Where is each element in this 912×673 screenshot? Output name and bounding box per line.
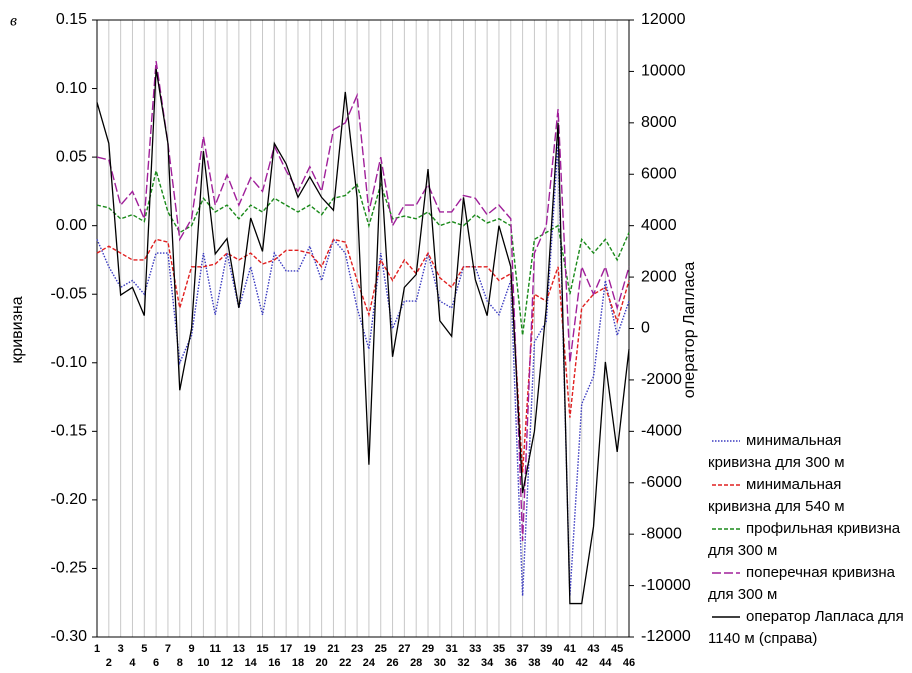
x-tick-label: 42 — [576, 657, 588, 669]
x-tick-label: 5 — [141, 643, 147, 655]
y2-tick-label: -10000 — [641, 577, 691, 594]
legend-entry: минимальная кривизна для 540 м — [708, 474, 908, 518]
y2-tick-label: -6000 — [641, 474, 682, 491]
x-tick-label: 46 — [623, 657, 635, 669]
x-tick-label: 28 — [410, 657, 422, 669]
x-tick-label: 39 — [540, 643, 552, 655]
x-tick-label: 30 — [434, 657, 446, 669]
legend-entry: минимальная кривизна для 300 м — [708, 430, 908, 474]
legend: минимальная кривизна для 300 м минимальна… — [708, 430, 908, 650]
x-tick-label: 1 — [94, 643, 100, 655]
y2-tick-label: 12000 — [641, 11, 686, 28]
y-axis-label: кривизна — [9, 296, 26, 363]
x-tick-label: 10 — [197, 657, 209, 669]
legend-entry: поперечная кривизна для 300 м — [708, 562, 908, 606]
legend-entry: профильная кривизна для 300 м — [708, 518, 908, 562]
legend-label: поперечная кривизна для 300 м — [708, 564, 895, 603]
x-tick-label: 36 — [505, 657, 517, 669]
y2-tick-label: 2000 — [641, 268, 677, 285]
x-tick-label: 33 — [469, 643, 481, 655]
y2-tick-label: -2000 — [641, 371, 682, 388]
x-tick-label: 22 — [339, 657, 351, 669]
y-tick-label: 0.05 — [56, 148, 87, 165]
series-line — [96, 238, 630, 473]
x-tick-label: 21 — [327, 643, 339, 655]
x-tick-label: 16 — [268, 657, 280, 669]
y2-tick-label: 10000 — [641, 63, 686, 80]
legend-swatch — [712, 484, 740, 486]
y2-tick-label: 4000 — [641, 217, 677, 234]
series-line — [96, 143, 630, 596]
x-tick-label: 44 — [599, 657, 612, 669]
x-tick-label: 27 — [398, 643, 410, 655]
series-line — [96, 68, 630, 605]
legend-swatch — [712, 572, 740, 574]
y2-tick-label: 6000 — [641, 165, 677, 182]
legend-label: минимальная кривизна для 300 м — [708, 432, 845, 471]
y2-tick-label: -8000 — [641, 525, 682, 542]
x-tick-label: 40 — [552, 657, 564, 669]
x-tick-label: 14 — [245, 657, 258, 669]
legend-label: оператор Лапласа для 1140 м (справа) — [708, 608, 904, 647]
x-tick-label: 25 — [375, 643, 387, 655]
x-tick-label: 24 — [363, 657, 376, 669]
y2-tick-label: -4000 — [641, 423, 682, 440]
y-tick-label: 0.00 — [56, 217, 87, 234]
x-tick-label: 6 — [153, 657, 159, 669]
x-tick-label: 29 — [422, 643, 434, 655]
legend-swatch — [712, 616, 740, 618]
x-tick-label: 31 — [446, 643, 458, 655]
x-tick-label: 43 — [587, 643, 599, 655]
y-tick-label: -0.30 — [51, 628, 88, 645]
y-tick-label: -0.20 — [51, 491, 88, 508]
y-tick-label: 0.10 — [56, 80, 87, 97]
series-line — [96, 168, 630, 336]
legend-swatch — [712, 440, 740, 442]
legend-label: минимальная кривизна для 540 м — [708, 476, 845, 515]
x-tick-label: 34 — [481, 657, 494, 669]
x-tick-label: 3 — [118, 643, 124, 655]
x-tick-label: 20 — [315, 657, 327, 669]
y2-axis-label: оператор Лапласа — [681, 262, 698, 399]
y-tick-label: 0.15 — [56, 11, 87, 28]
x-tick-label: 4 — [129, 657, 136, 669]
x-tick-label: 38 — [528, 657, 540, 669]
x-tick-label: 37 — [516, 643, 528, 655]
x-tick-label: 15 — [256, 643, 268, 655]
x-tick-label: 26 — [386, 657, 398, 669]
series-line — [96, 61, 630, 542]
legend-entry: оператор Лапласа для 1140 м (справа) — [708, 606, 908, 650]
x-tick-label: 8 — [177, 657, 183, 669]
x-tick-label: 2 — [106, 657, 112, 669]
x-tick-label: 45 — [611, 643, 623, 655]
panel-label: в — [10, 13, 17, 30]
x-tick-label: 9 — [189, 643, 195, 655]
x-tick-label: 7 — [165, 643, 171, 655]
x-tick-label: 41 — [564, 643, 576, 655]
x-tick-label: 12 — [221, 657, 233, 669]
y-tick-label: -0.15 — [51, 423, 88, 440]
y-tick-label: -0.25 — [51, 560, 88, 577]
x-tick-label: 11 — [209, 643, 221, 655]
x-tick-label: 19 — [304, 643, 316, 655]
x-tick-label: 17 — [280, 643, 292, 655]
y2-tick-label: -12000 — [641, 628, 691, 645]
y-tick-label: -0.10 — [51, 354, 88, 371]
x-tick-label: 23 — [351, 643, 363, 655]
y2-tick-label: 0 — [641, 320, 650, 337]
legend-swatch — [712, 528, 740, 530]
x-tick-label: 32 — [457, 657, 469, 669]
legend-label: профильная кривизна для 300 м — [708, 520, 901, 559]
y-tick-label: -0.05 — [51, 285, 88, 302]
x-tick-label: 13 — [233, 643, 245, 655]
x-tick-label: 18 — [292, 657, 304, 669]
y2-tick-label: 8000 — [641, 114, 677, 131]
x-tick-label: 35 — [493, 643, 505, 655]
